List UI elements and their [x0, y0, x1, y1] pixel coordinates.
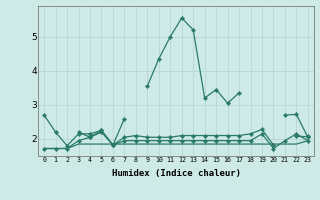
X-axis label: Humidex (Indice chaleur): Humidex (Indice chaleur) — [111, 169, 241, 178]
